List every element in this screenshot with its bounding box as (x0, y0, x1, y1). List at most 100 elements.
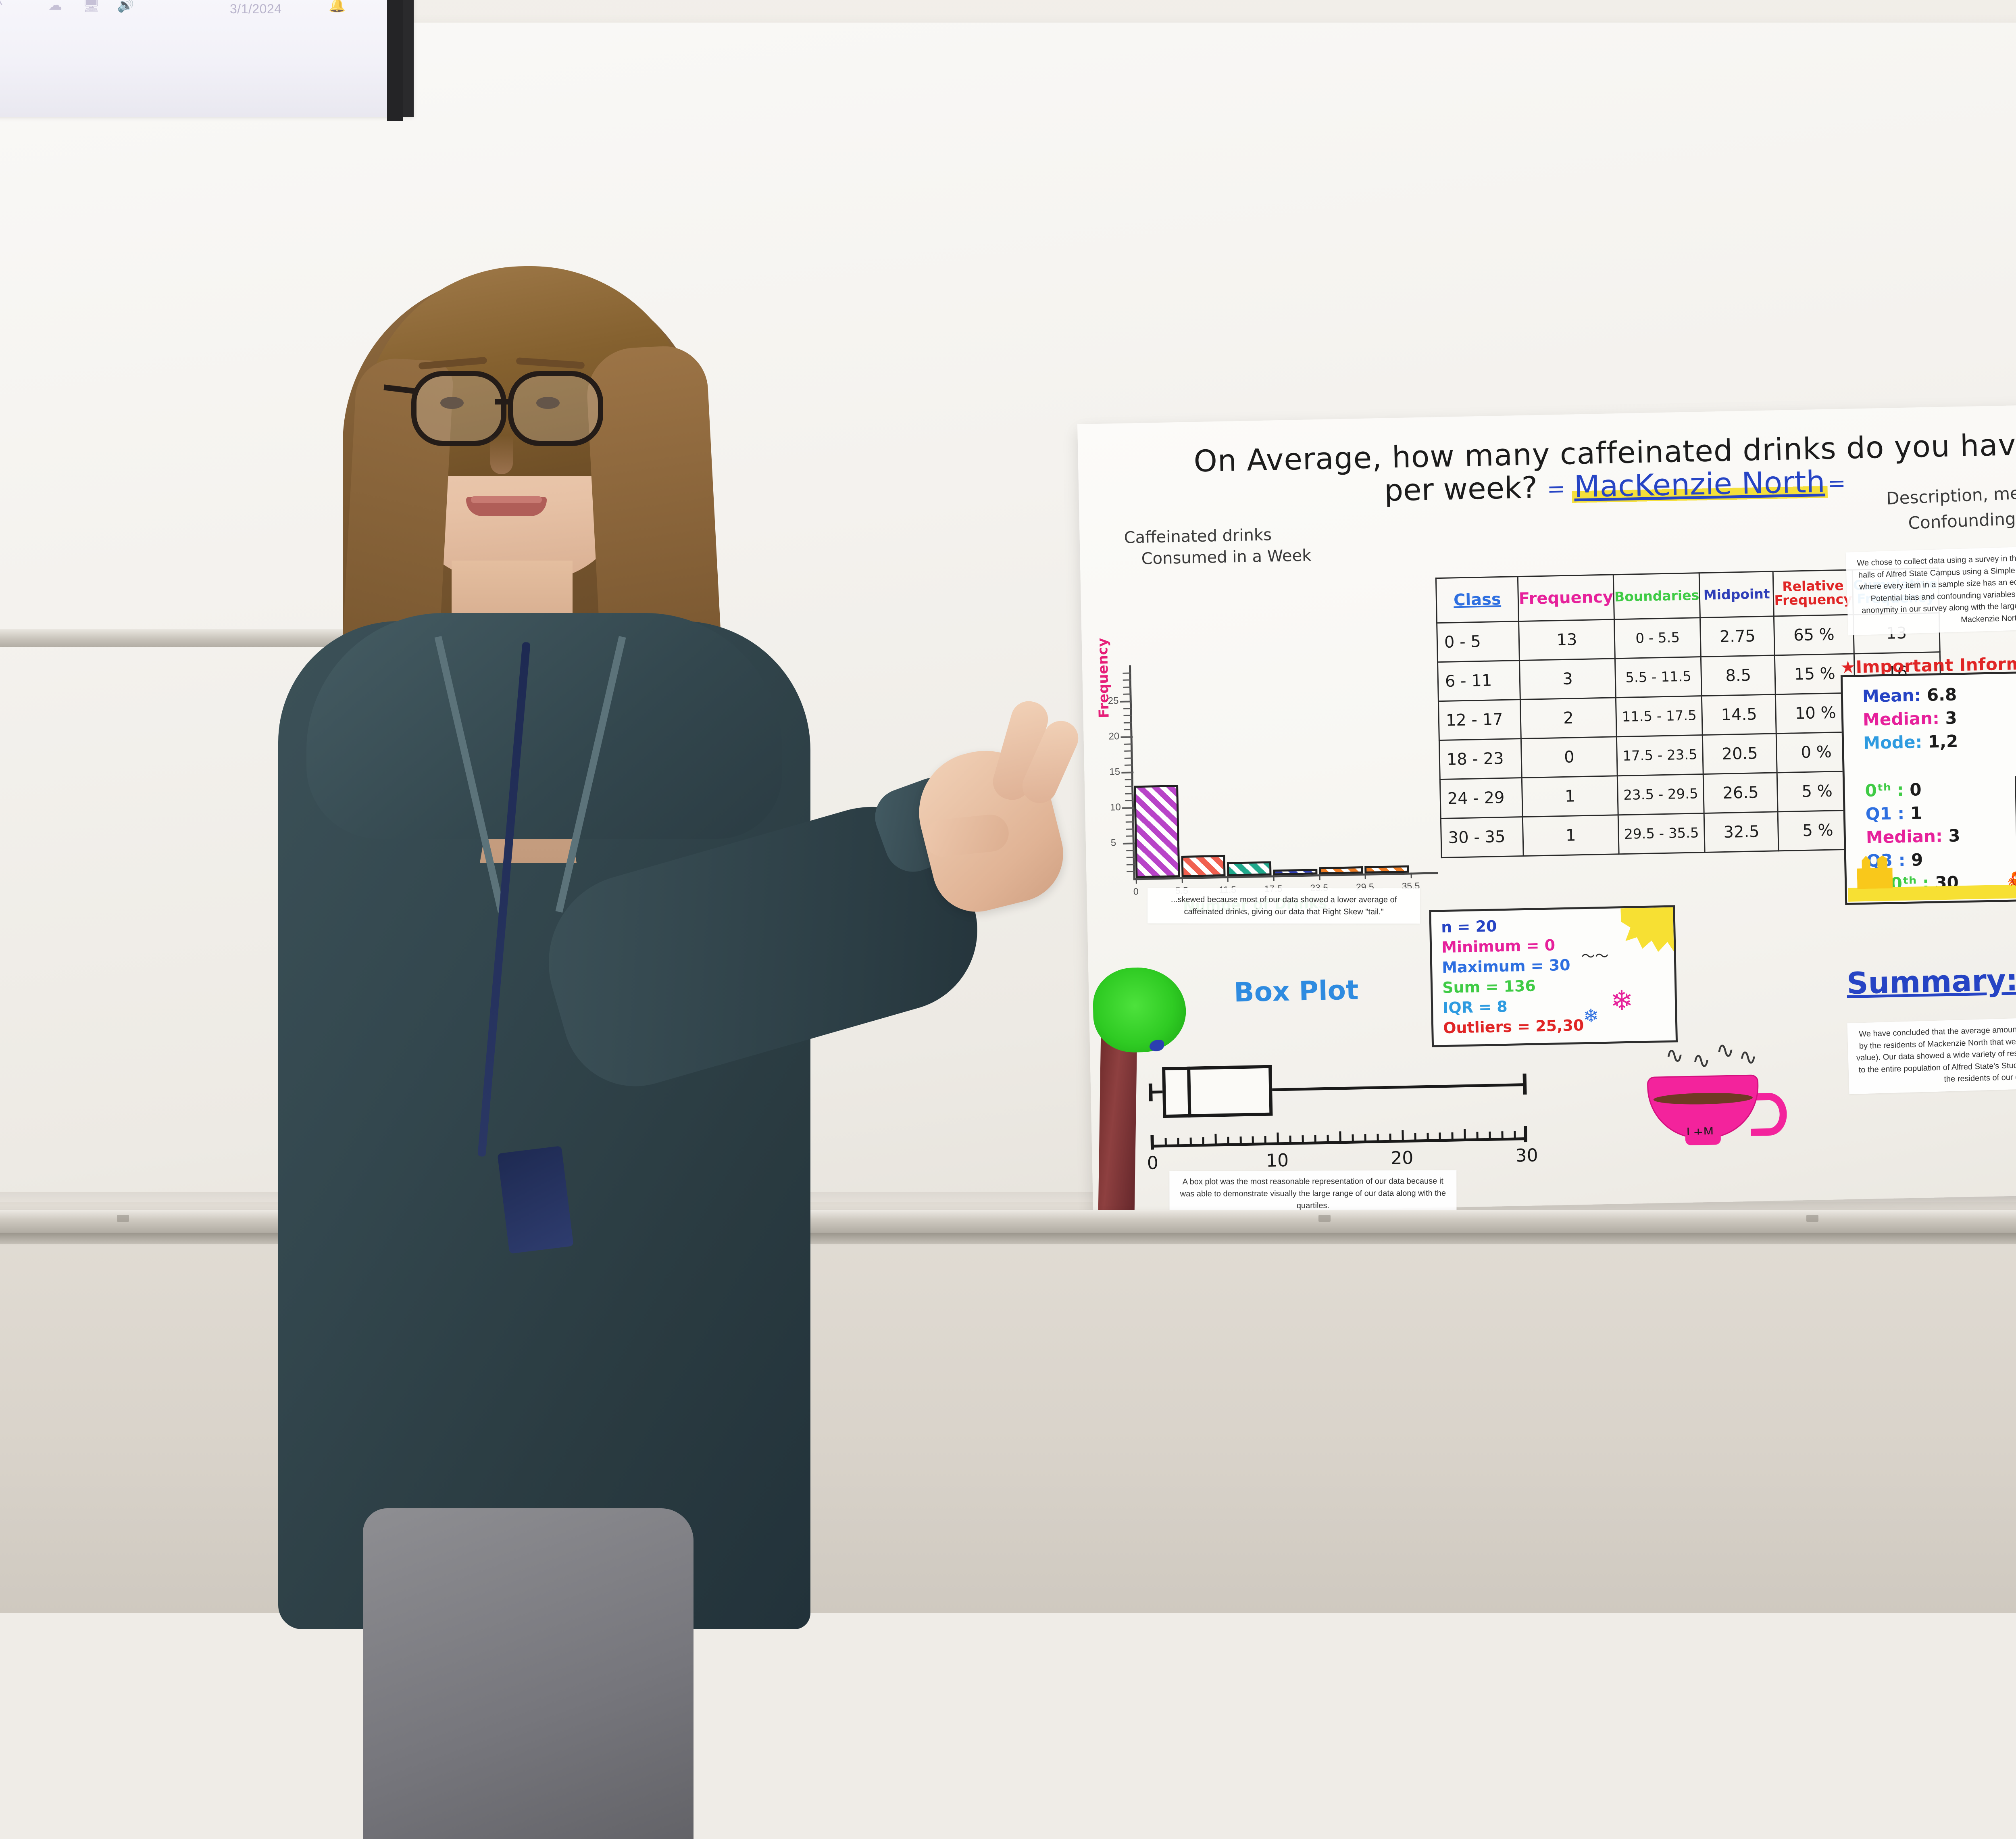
histogram-y-tick (1127, 871, 1135, 873)
id-badge (497, 1146, 574, 1254)
pants (363, 1508, 694, 1839)
histogram-y-tick (1120, 736, 1133, 738)
box-plot-tick (1377, 1134, 1379, 1143)
histogram-x-tick (1273, 875, 1275, 881)
box-plot-tick (1426, 1132, 1429, 1142)
flower-icon: ❄ (1610, 985, 1634, 1016)
box-plot-tick (1164, 1138, 1167, 1147)
histogram-y-tick (1125, 814, 1134, 816)
table-header-class: Class (1436, 576, 1519, 623)
histogram-y-tick (1126, 828, 1134, 830)
histogram-caption: ...skewed because most of our data showe… (1148, 888, 1420, 924)
title-line-2: per week? (1384, 470, 1538, 508)
eyeglasses-right-lens (508, 371, 603, 446)
eyeglasses-bridge (495, 399, 511, 404)
box-plot-tick (1189, 1137, 1192, 1147)
table-cell: 1 (1522, 776, 1618, 817)
center-stat-line: Mean: 6.8 (1862, 684, 1957, 707)
center-stat-line: Mode: 1,2 (1863, 731, 1958, 753)
monitor-icon: 🖥 (83, 0, 100, 13)
histogram-x-tick (1410, 872, 1412, 878)
box-plot-tick (1476, 1132, 1479, 1141)
box-plot-tick (1314, 1135, 1317, 1144)
stat-line: IQR = 8 (1442, 997, 1508, 1017)
table-cell: 14.5 (1702, 694, 1776, 735)
table-cell: 23.5 - 29.5 (1617, 774, 1704, 815)
steam-icon: ∿ (1665, 1042, 1685, 1068)
box-plot-tick-label: 30 (1515, 1145, 1539, 1166)
histogram-x-tick (1181, 877, 1183, 883)
box-plot-tick (1264, 1136, 1267, 1145)
table-cell: 1 (1522, 815, 1619, 856)
table-cell: 30 - 35 (1441, 817, 1524, 858)
projector-screen: ^ ☁ 🖥 🔊 🔔 3/1/2024 (0, 0, 414, 117)
box-plot-tick (1302, 1135, 1304, 1145)
steam-icon: ∿ (1715, 1037, 1735, 1063)
steam-icon: ∿ (1738, 1044, 1758, 1070)
table-cell: 24 - 29 (1440, 778, 1523, 819)
histogram-y-tick (1126, 857, 1135, 858)
box-plot-tick (1177, 1138, 1179, 1147)
histogram-y-tick (1123, 672, 1131, 674)
box-plot-tick (1214, 1134, 1217, 1146)
histogram-y-tick (1124, 743, 1132, 745)
poster-author: MacKenzie North (1571, 464, 1828, 505)
histogram-bar (1181, 855, 1226, 878)
box-plot-chart: 0 10 20 30 (1142, 1044, 1568, 1174)
box-plot-tick (1464, 1129, 1466, 1141)
histogram-y-tick-label: 5 (1110, 837, 1116, 849)
histogram-y-tick (1120, 701, 1132, 703)
histogram-x-tick (1227, 876, 1229, 882)
stat-line: Sum = 136 (1442, 977, 1536, 997)
upper-lip (471, 496, 542, 503)
table-header-relative-frequency: Relative Frequency (1773, 570, 1853, 616)
sun-icon (1620, 907, 1674, 953)
histogram-y-tick (1121, 771, 1134, 774)
projector-screen-frame (387, 0, 403, 121)
table-cell: 20.5 (1702, 733, 1777, 774)
cloud-icon: ☁ (48, 0, 62, 13)
histogram-x-tick-label: 0 (1133, 886, 1139, 897)
ledge-clip (1806, 1215, 1818, 1222)
box-plot-tick (1352, 1134, 1354, 1143)
cup-body: L+M (1647, 1074, 1760, 1140)
table-header-boundaries: Boundaries (1613, 573, 1700, 619)
histogram-x-tick (1319, 874, 1320, 880)
table-cell: 2 (1520, 697, 1617, 739)
description-body: We chose to collect data using a survey … (1845, 543, 2016, 636)
box-plot-box (1162, 1065, 1273, 1118)
table-header-frequency: Frequency (1518, 574, 1614, 621)
histogram-bar (1134, 785, 1180, 878)
equals-mark-left: = (1547, 475, 1566, 502)
eye-right (536, 397, 560, 409)
table-cell: 0 - 5.5 (1614, 617, 1701, 659)
box-plot-tick-label: 10 (1266, 1150, 1289, 1171)
taskbar-date: 3/1/2024 (230, 2, 282, 16)
volume-icon: 🔊 (117, 0, 134, 13)
box-plot-tick (1339, 1131, 1341, 1144)
histogram-bar (1273, 869, 1318, 876)
histogram-y-tick (1125, 800, 1133, 802)
cup-coffee-surface (1653, 1092, 1753, 1105)
summary-body: We have concluded that the average amoun… (1847, 1014, 2016, 1095)
box-plot-tick (1514, 1131, 1516, 1140)
percentile-line: Median: 3 (1866, 826, 1961, 847)
table-cell: 13 (1518, 619, 1615, 661)
stat-line: Minimum = 0 (1441, 936, 1556, 957)
stat-line: n = 20 (1441, 917, 1497, 936)
percentile-line: 0ᵗʰ : 0 (1865, 780, 1922, 801)
histogram-x-tick (1135, 878, 1137, 884)
box-plot-tick-label: 20 (1390, 1147, 1414, 1169)
table-cell: 6 - 11 (1437, 660, 1520, 701)
table-cell: 0 (1521, 736, 1618, 778)
table-cell: 5.5 - 11.5 (1615, 657, 1702, 698)
box-plot-axis-end-cap (1524, 1126, 1527, 1143)
table-cell: 17.5 - 23.5 (1616, 735, 1704, 776)
stat-line: Maximum = 30 (1441, 956, 1571, 977)
histogram-y-tick (1126, 864, 1135, 865)
table-cell: 2.75 (1700, 616, 1775, 657)
important-info-box: Mean: 6.8 Median: 3 Mode: 1,2 0ᵗʰ : 0 Q1 : 1… (1840, 669, 2016, 905)
birds-icon: 〜〜 (1581, 948, 1609, 965)
box-plot-max-cap (1522, 1073, 1527, 1095)
